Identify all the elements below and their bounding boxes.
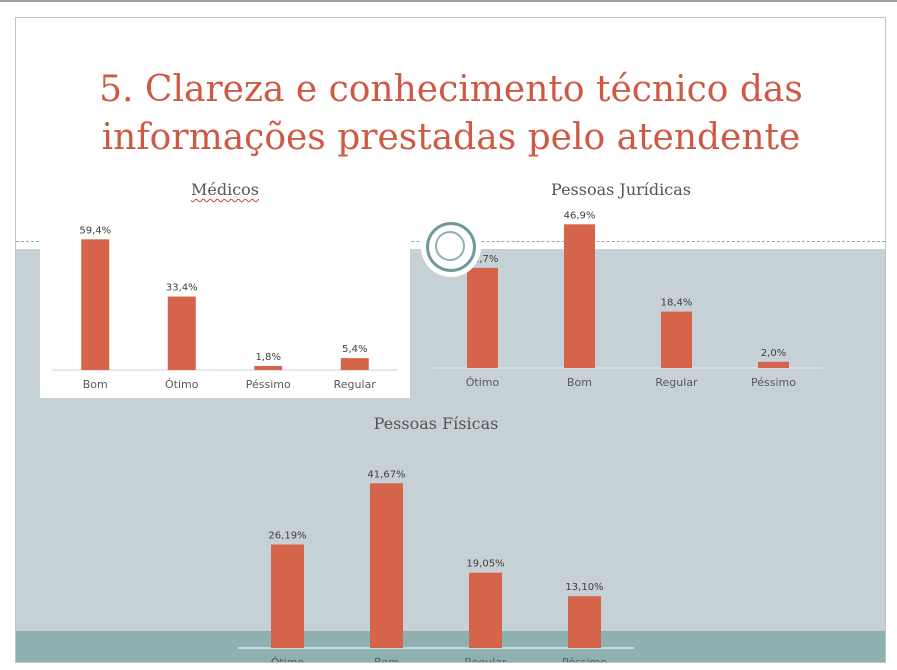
x-tick-label-0: Ótimo xyxy=(466,376,500,389)
chart-title-medicos-text: Médicos xyxy=(190,180,259,199)
x-tick-label-2: Péssimo xyxy=(246,378,291,391)
x-tick-label-0: Bom xyxy=(83,378,108,391)
bar-2 xyxy=(254,366,283,370)
x-tick-label-2: Regular xyxy=(464,656,507,662)
data-label-1: 46,9% xyxy=(564,210,596,221)
x-tick-label-2: Regular xyxy=(655,376,698,389)
footer-band xyxy=(16,631,885,662)
data-label-2: 19,05% xyxy=(466,559,504,570)
chart-title-pj-text: Pessoas Jurídicas xyxy=(551,180,691,199)
chart-title-pessoas-fisicas: Pessoas Físicas xyxy=(216,414,656,433)
window-top-border xyxy=(0,0,897,2)
chart-title-pessoas-juridicas-text: Pessoas Jurídicas xyxy=(551,180,691,199)
chart-title-pessoas-juridicas: Pessoas Jurídicas xyxy=(416,180,826,199)
slide-title[interactable]: 5. Clareza e conhecimento técnico das in… xyxy=(76,66,826,162)
data-label-2: 1,8% xyxy=(256,352,281,363)
bar-2 xyxy=(469,572,502,648)
data-label-0: 26,19% xyxy=(268,530,306,541)
chart-title-pessoas-fisicas-text: Pessoas Físicas xyxy=(373,414,499,433)
bar-0 xyxy=(81,239,110,370)
chart-pessoas-juridicas-plot: 32,7% Ótimo 46,9% Bom 18,4% Regular 2,0% Péssim… xyxy=(434,210,822,389)
chart-pessoas-fisicas-plot: 26,19% Ótimo 41,67% Bom 19,05% Regular 13,10% P… xyxy=(238,469,634,662)
bar-1 xyxy=(370,483,403,648)
chart-title-medicos: Médicos xyxy=(40,180,410,199)
bar-3 xyxy=(758,361,789,368)
selection-circle-icon[interactable] xyxy=(426,222,476,272)
bar-1 xyxy=(167,296,196,370)
x-tick-label-1: Bom xyxy=(374,656,399,662)
data-label-3: 13,10% xyxy=(565,582,603,593)
bar-2 xyxy=(661,311,692,368)
slide-title-line-2: informações prestadas pelo atendente xyxy=(101,117,801,158)
bar-0 xyxy=(467,267,498,368)
chart-medicos-plot: 59,4% Bom 33,4% Ótimo 1,8% Péssimo 5,4% Regular xyxy=(52,225,398,391)
data-label-0: 32,7% xyxy=(467,254,499,265)
slide: 5. Clareza e conhecimento técnico das in… xyxy=(15,17,886,663)
data-label-3: 2,0% xyxy=(761,348,786,359)
x-tick-label-3: Péssimo xyxy=(562,656,607,662)
data-label-0: 59,4% xyxy=(79,225,111,236)
bar-3 xyxy=(340,358,369,370)
bar-3 xyxy=(568,596,601,648)
bar-0 xyxy=(271,544,304,648)
x-tick-label-3: Péssimo xyxy=(751,376,796,389)
slide-title-line-1: 5. Clareza e conhecimento técnico das xyxy=(99,69,803,110)
bar-1 xyxy=(564,224,595,368)
x-tick-label-1: Ótimo xyxy=(165,378,199,391)
x-tick-label-3: Regular xyxy=(334,378,377,391)
selection-circle-inner xyxy=(435,231,465,261)
data-label-2: 18,4% xyxy=(661,298,693,309)
data-label-1: 33,4% xyxy=(166,283,198,294)
chart-pessoas-fisicas[interactable]: Pessoas Físicas 26,19% Ótimo 41,67% Bom 19,0… xyxy=(216,412,656,662)
chart-pessoas-juridicas[interactable]: Pessoas Jurídicas 32,7% Ótimo 46,9% Bom 18,4… xyxy=(416,178,826,398)
chart-medicos[interactable]: Médicos 59,4% Bom 33,4% Ótimo 1,8% Péssimo 5,4… xyxy=(40,178,410,398)
data-label-1: 41,67% xyxy=(367,469,405,480)
data-label-3: 5,4% xyxy=(342,344,367,355)
x-tick-label-0: Ótimo xyxy=(271,656,305,662)
x-tick-label-1: Bom xyxy=(567,376,592,389)
